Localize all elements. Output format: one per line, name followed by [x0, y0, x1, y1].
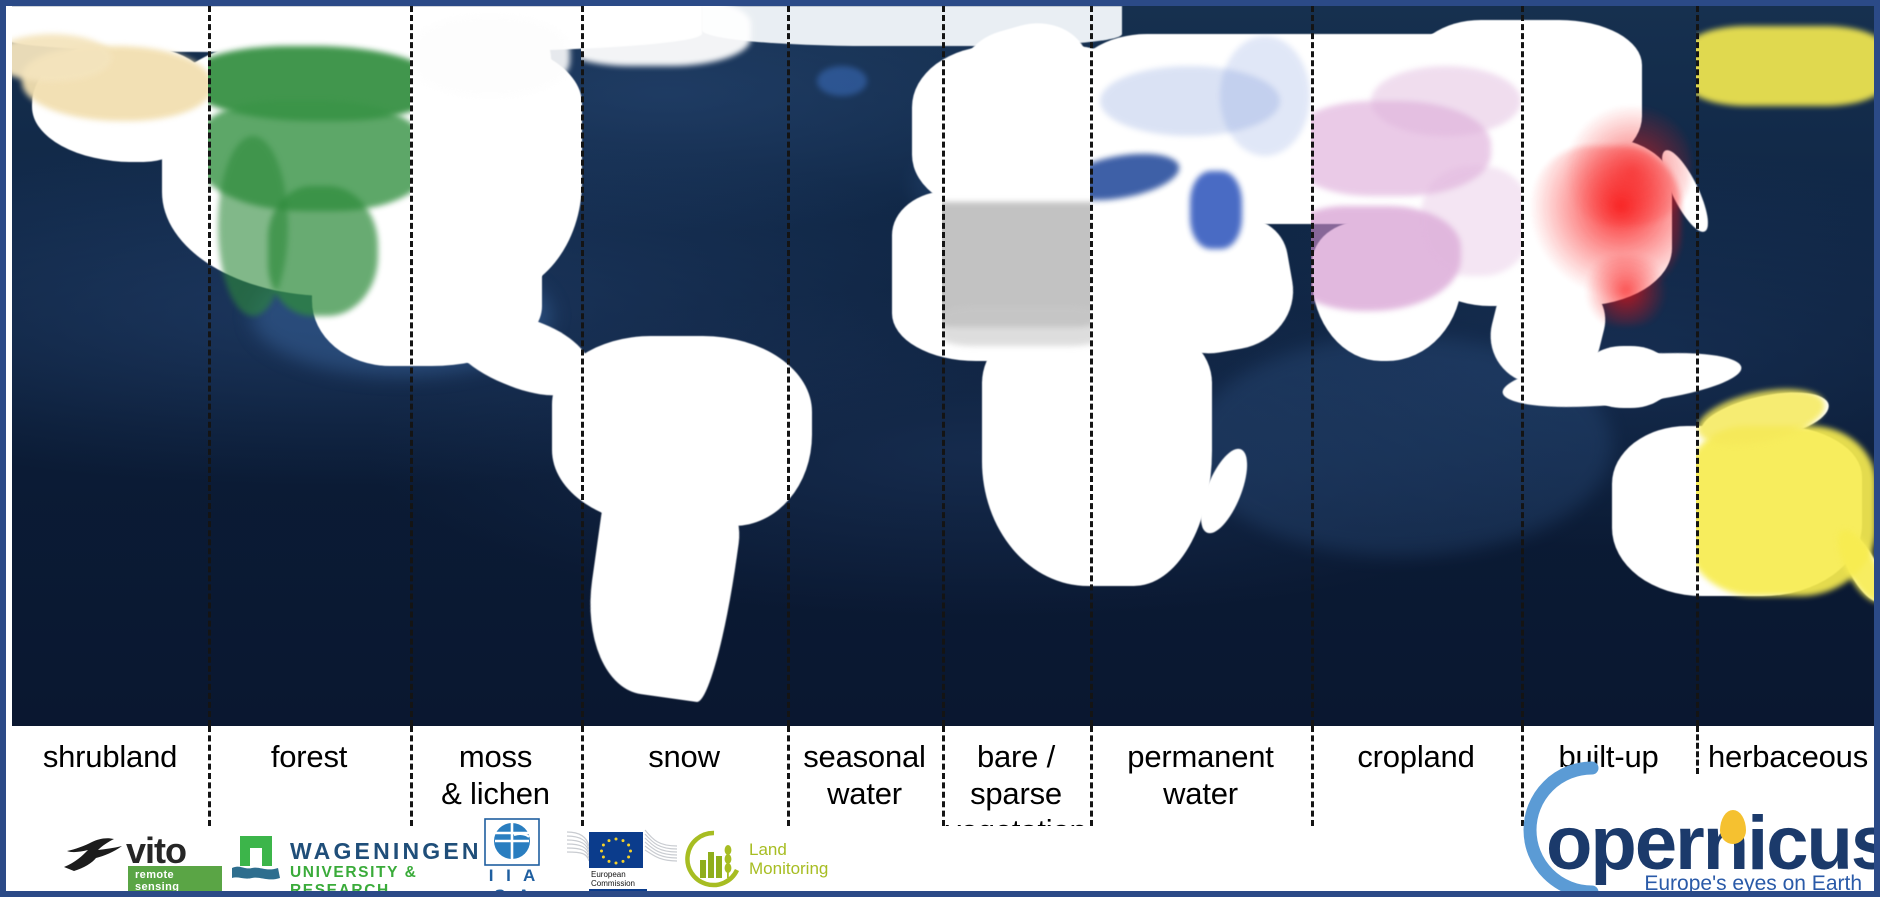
legend-label: forest: [270, 739, 348, 774]
legend-divider: [208, 726, 211, 826]
copernicus-arc-icon: [1523, 761, 1599, 891]
logo-iiasa[interactable]: I I A S A: [484, 818, 554, 897]
legend-label: herbaceous: [1707, 739, 1868, 774]
copernicus-wordmark: opernicus: [1546, 801, 1880, 886]
legend-label: permanent water: [1127, 739, 1274, 811]
ec-rule: [589, 889, 647, 891]
vito-tagline: remote sensing: [128, 866, 222, 891]
class-divider: [1696, 6, 1699, 726]
wageningen-line1: WAGENINGEN: [290, 838, 482, 864]
legend-divider: [787, 726, 790, 826]
vito-bird-icon: [64, 838, 122, 871]
logo-wageningen[interactable]: WAGENINGEN UNIVERSITY & RESEARCH: [230, 830, 479, 891]
legend-label: moss & lichen: [441, 739, 550, 811]
legend-cell-forest[interactable]: forest: [208, 726, 410, 826]
partner-logo-bar: vito remote sensing WAGENINGEN UNIVERSIT…: [12, 761, 1874, 891]
legend-divider: [1696, 726, 1699, 774]
legend-label: shrubland: [42, 739, 178, 774]
class-divider: [1311, 6, 1314, 726]
wageningen-mark-icon: [232, 836, 280, 880]
legend-cell-seasonal-water[interactable]: seasonal water: [787, 726, 942, 826]
class-divider: [1521, 6, 1524, 726]
legend-divider: [1090, 726, 1093, 826]
class-divider: [787, 6, 790, 726]
copernicus-tagline: Europe's eyes on Earth: [1644, 872, 1862, 895]
legend-cell-permanent-water[interactable]: permanent water: [1090, 726, 1311, 826]
logo-land-monitoring[interactable]: Land Monitoring: [685, 828, 875, 890]
vito-wordmark: vito: [126, 830, 187, 871]
class-divider: [410, 6, 413, 726]
ec-line1: European: [591, 870, 626, 879]
lm-line2: Monitoring: [749, 859, 829, 878]
class-divider: [208, 6, 211, 726]
legend-label: seasonal water: [803, 739, 926, 811]
logo-european-commission[interactable]: European Commission: [567, 822, 697, 891]
copernicus-dot: [1720, 810, 1746, 844]
land-africa-south: [982, 326, 1212, 586]
iiasa-mark-icon: [484, 818, 540, 866]
legend-divider: [942, 726, 945, 826]
legend-cell-shrubland[interactable]: shrubland: [12, 726, 208, 826]
legend-cell-snow[interactable]: snow: [581, 726, 787, 826]
legend-label: snow: [648, 739, 720, 774]
ec-swoosh-icon: [567, 829, 677, 862]
iiasa-wordmark: I I A S A: [488, 866, 540, 897]
legend-divider: [1311, 726, 1314, 826]
legend-cell-herbaceous[interactable]: herbaceous: [1696, 726, 1874, 826]
legend-divider: [410, 726, 413, 826]
legend-cell-cropland[interactable]: cropland: [1311, 726, 1521, 826]
land-monitoring-icon: [685, 830, 740, 888]
legend-divider: [581, 726, 584, 826]
land-borneo: [1582, 346, 1672, 408]
eu-flag: [589, 832, 643, 868]
legend-divider: [1521, 726, 1524, 826]
lm-line1: Land: [749, 840, 787, 859]
wageningen-line2: UNIVERSITY & RESEARCH: [290, 864, 418, 897]
logo-copernicus[interactable]: opernicus Europe's eyes on Earth: [1472, 748, 1874, 895]
land-australia: [1612, 426, 1862, 596]
legend-label: cropland: [1357, 739, 1475, 774]
ec-line2: Commission: [591, 879, 636, 888]
world-land-cover-map: [12, 6, 1874, 726]
eu-stars-icon: [600, 837, 632, 865]
legend-cell-bare-sparse-vegetation[interactable]: bare / sparse vegetation: [942, 726, 1090, 848]
class-divider: [942, 6, 945, 726]
logo-vito[interactable]: vito remote sensing: [62, 830, 222, 891]
ec-label: European Commission: [591, 870, 635, 888]
land-monitoring-label: Land Monitoring: [749, 840, 828, 878]
legend-cell-moss-lichen[interactable]: moss & lichen: [410, 726, 581, 826]
class-divider: [1090, 6, 1093, 726]
class-divider: [581, 6, 584, 726]
